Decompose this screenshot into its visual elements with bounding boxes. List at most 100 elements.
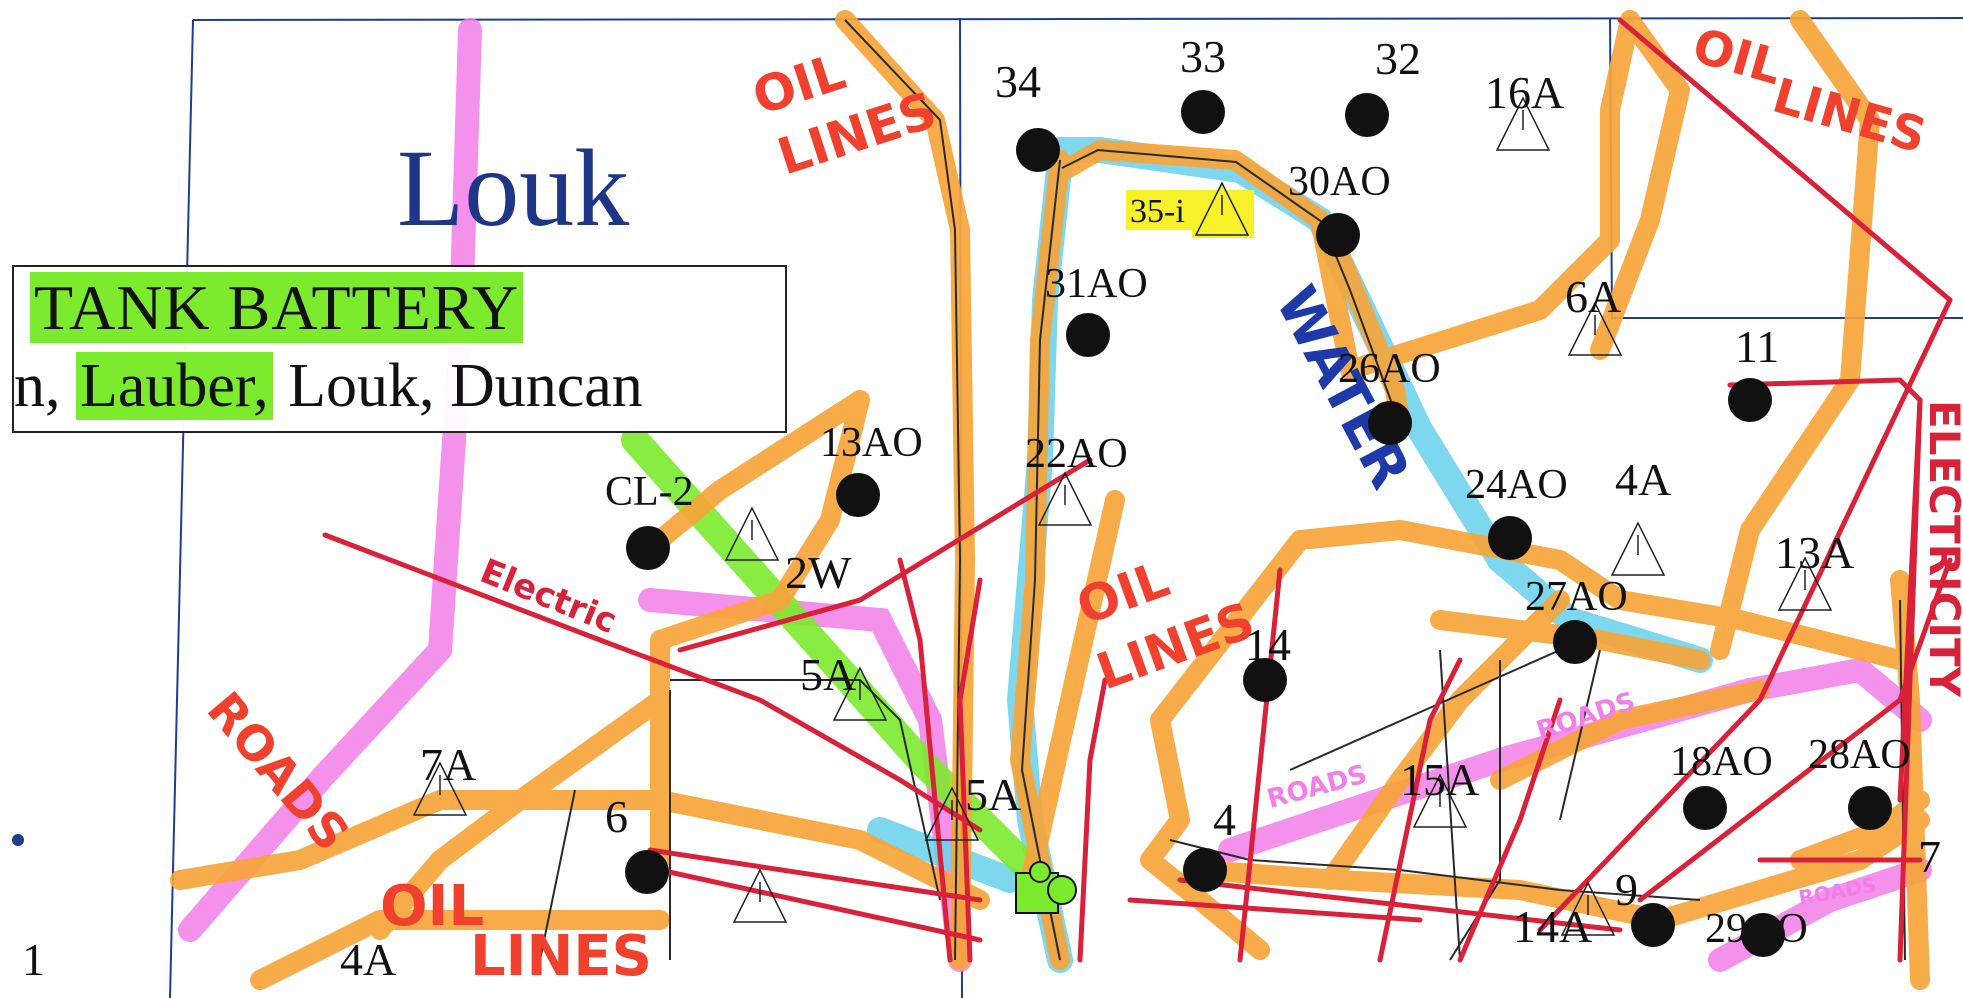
well-label: 4A: [1615, 454, 1671, 505]
well-label: 32: [1375, 33, 1421, 84]
well-label: 34: [995, 56, 1041, 107]
producing-well-dot: [1316, 213, 1360, 257]
well-16a: 16A: [1485, 67, 1564, 151]
well-29ao: 29AO: [1705, 906, 1808, 957]
well-15a: 15A: [1400, 754, 1479, 828]
well-5a: 5A: [924, 769, 1021, 841]
map-title: Louk: [397, 127, 629, 249]
well-13ao: 13AO: [820, 420, 923, 517]
producing-well-dot: [1631, 903, 1675, 947]
producing-well-dot: [1741, 913, 1785, 957]
well-4: 4: [1183, 794, 1236, 892]
well-location-triangle: [724, 506, 780, 561]
well-label: 16A: [1485, 67, 1564, 118]
producing-well-dot: [1183, 848, 1227, 892]
well-2w: 2W: [724, 506, 852, 598]
electricity-annotation: ELECTRICITY: [1920, 400, 1963, 698]
well-location-triangle: [412, 761, 468, 816]
wells-layer: 34 33 32 16A 35-i 30AO 31AO 6A 26AO 11 13AO 22AO CL-…: [22, 31, 1941, 985]
well-label: 7A: [420, 739, 476, 790]
well-22ao: 22AO: [1025, 431, 1128, 526]
producing-well-dot: [1368, 401, 1412, 445]
well-11: 11: [1728, 321, 1779, 422]
oil-lines-annotation-bottom: OIL LINES: [380, 874, 652, 989]
producing-well-dot: [1066, 313, 1110, 357]
producing-well-dot: [625, 850, 669, 894]
producing-well-dot: [836, 473, 880, 517]
tank-battery-symbol: [1015, 861, 1077, 914]
well-label: 15A: [1400, 754, 1479, 805]
well-18ao: 18AO: [1670, 739, 1773, 830]
legend-title: TANK BATTERY: [30, 272, 524, 343]
well-32: 32: [1345, 33, 1421, 137]
well-label: 13A: [1775, 527, 1854, 578]
well-label: 6A: [1565, 271, 1621, 322]
well-label: 29AO: [1705, 906, 1808, 952]
well-5a: 5A: [800, 649, 888, 721]
well-label: 35-i: [1130, 193, 1185, 230]
well-location-triangle: [1037, 471, 1093, 526]
well-1: 1: [22, 934, 45, 985]
legend-lease-partial: n,: [14, 352, 76, 420]
well-label: 5A: [800, 649, 856, 700]
well-label: 28AO: [1808, 732, 1911, 778]
well-30ao: 30AO: [1288, 159, 1391, 257]
well-label: 2W: [785, 547, 852, 598]
injection-label-highlight: [1126, 190, 1198, 230]
well-label: 18AO: [1670, 739, 1773, 785]
well-7a: 7A: [412, 739, 476, 816]
well-26ao: 26AO: [1338, 346, 1441, 445]
well-27ao: 27AO: [1525, 574, 1628, 664]
producing-well-dot: [1488, 516, 1532, 560]
producing-well-dot: [1016, 128, 1060, 172]
well-location-triangle: [832, 666, 888, 721]
map-edge-dot: [12, 834, 24, 846]
well-label: 26AO: [1338, 346, 1441, 392]
producing-well-dot: [626, 526, 670, 570]
svg-text:LINES: LINES: [470, 924, 652, 989]
well-label: 30AO: [1288, 159, 1391, 205]
well-cl-2: CL-2: [605, 469, 694, 570]
well-label: 33: [1180, 31, 1226, 82]
legend-lease-rest: Louk, Duncan: [272, 352, 643, 420]
well-7: 7: [1918, 831, 1941, 882]
well-label: 1: [22, 934, 45, 985]
well-4a: 4A: [1610, 454, 1671, 576]
producing-well-dot: [1728, 378, 1772, 422]
well-label: 9: [1615, 864, 1638, 915]
well-14a: 14A: [1513, 881, 1616, 952]
well-location-triangle: [1777, 556, 1833, 611]
legend-lease-lauber: Lauber,: [76, 352, 273, 420]
well-label: 4: [1213, 794, 1236, 845]
well-label: 14A: [1513, 901, 1592, 952]
well-14: 14: [1243, 619, 1291, 702]
well-6a: 6A: [1565, 271, 1623, 356]
well-location-triangle: [732, 868, 788, 923]
producing-well-dot: [1848, 786, 1892, 830]
producing-well-dot: [1181, 90, 1225, 134]
well-location-triangle: [1567, 301, 1623, 356]
legend-leases: n, Lauber, Louk, Duncan: [14, 351, 643, 422]
svg-text:OIL: OIL: [380, 874, 484, 939]
well-location-triangle: [1560, 881, 1616, 936]
well-label: 4A: [340, 934, 396, 985]
well-label: 5A: [965, 769, 1021, 820]
producing-well-dot: [1243, 658, 1287, 702]
well-label: 6: [605, 791, 628, 842]
well-label: 7: [1918, 831, 1941, 882]
well-label: 24AO: [1465, 462, 1568, 508]
well-35-i: 35-i: [1126, 181, 1254, 238]
producing-well-dot: [1345, 93, 1389, 137]
well-label: CL-2: [605, 469, 694, 515]
well-label: 22AO: [1025, 431, 1128, 477]
producing-well-dot: [1553, 620, 1597, 664]
well-location-triangle: [1495, 96, 1551, 151]
well-33: 33: [1180, 31, 1226, 134]
well-location-triangle: [1412, 773, 1468, 828]
well-9: 9: [1615, 864, 1675, 947]
tank-battery-legend: TANK BATTERY n, Lauber, Louk, Duncan: [12, 265, 787, 433]
well-6: 6: [605, 791, 669, 894]
well-label: 11: [1735, 321, 1779, 372]
electric-lines-layer: [322, 17, 1953, 963]
